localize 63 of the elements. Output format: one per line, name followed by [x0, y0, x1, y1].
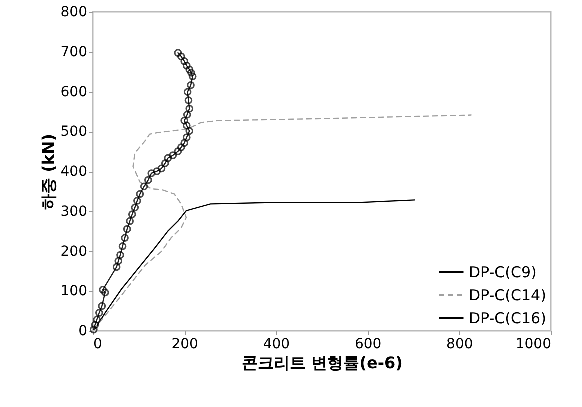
point	[101, 288, 110, 297]
point	[182, 134, 191, 142]
y-tick-label: 200	[60, 244, 88, 260]
point	[131, 204, 140, 212]
point	[180, 58, 189, 66]
point	[184, 96, 193, 104]
point	[116, 251, 124, 260]
point	[174, 148, 182, 156]
legend-label: DP-C(C14)	[469, 286, 546, 304]
x-tick-label: 600	[354, 336, 382, 352]
y-tick-label: 800	[60, 4, 88, 20]
point	[187, 81, 195, 90]
point	[180, 139, 189, 148]
y-tick-label: 300	[60, 204, 88, 220]
point	[188, 72, 197, 81]
point	[136, 190, 144, 198]
point	[158, 164, 166, 173]
x-tick-label: 400	[263, 336, 290, 352]
point	[123, 225, 132, 234]
point	[98, 302, 106, 310]
point	[164, 154, 172, 162]
point	[186, 127, 194, 136]
point	[140, 182, 148, 191]
point	[180, 116, 189, 125]
point	[183, 110, 192, 119]
point	[114, 257, 123, 266]
point	[177, 52, 186, 61]
x-tick-label: 200	[172, 336, 198, 352]
point	[96, 309, 104, 317]
y-axis-title: 하중 (kN)	[38, 134, 58, 210]
y-tick-label: 700	[60, 44, 88, 60]
point	[126, 217, 134, 226]
point	[169, 152, 178, 160]
point	[161, 160, 170, 168]
point	[184, 88, 192, 96]
point	[112, 263, 121, 272]
y-tick-label: 500	[60, 124, 88, 140]
point	[134, 197, 142, 205]
x-tick-label: 800	[446, 336, 474, 352]
y-tick-label: 100	[60, 284, 88, 300]
y-tick-label: 0	[78, 324, 88, 340]
point	[177, 144, 186, 152]
point	[186, 66, 194, 74]
point	[121, 234, 129, 242]
legend-label: DP-C(C16)	[469, 310, 546, 328]
y-tick-label: 400	[60, 164, 88, 180]
point	[91, 321, 100, 329]
point	[93, 316, 102, 324]
point	[182, 122, 191, 130]
point	[148, 170, 156, 178]
legend-label: DP-C(C9)	[469, 264, 537, 282]
point	[186, 104, 194, 113]
point	[144, 176, 152, 184]
point	[118, 242, 127, 250]
x-tick-label: 1000	[516, 336, 552, 352]
point	[182, 62, 191, 70]
x-axis-title: 콘크리트 변형률(e-6)	[242, 354, 403, 372]
y-tick-label: 600	[60, 84, 88, 100]
point	[128, 210, 136, 218]
point	[153, 168, 162, 176]
x-tick-label: 0	[94, 336, 102, 352]
point	[99, 286, 107, 294]
point	[188, 69, 196, 77]
